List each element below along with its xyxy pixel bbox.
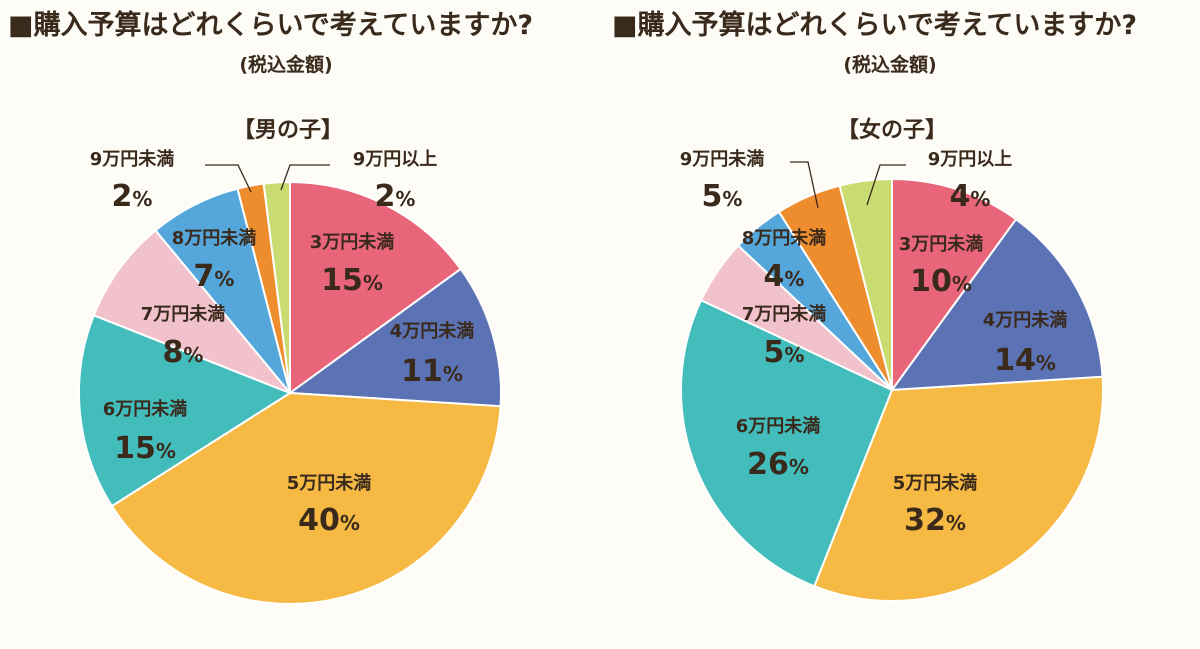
slice-label-boys-2: 4万円未満: [390, 320, 475, 342]
pie-slice-girls-4: [680, 298, 894, 588]
slice-value-girls-3: 32%: [904, 503, 966, 538]
slice-label-boys-3: 5万円未満: [287, 472, 372, 494]
pie-slice-boys-3: [110, 391, 502, 605]
pie-slice-girls-3: [813, 375, 1104, 602]
slice-label-boys-1: 3万円未満: [310, 231, 395, 253]
slice-label-girls-0: 9万円以上: [928, 149, 1013, 170]
pie-slice-boys-5: [92, 229, 291, 394]
pie-slice-boys-2: [287, 267, 502, 408]
slice-label-girls-1: 3万円未満: [899, 233, 984, 255]
slice-label-girls-5: 7万円未満: [742, 303, 827, 325]
slice-value-boys-7: 2%: [112, 179, 153, 214]
pie-slice-girls-7: [777, 184, 893, 391]
pie-chart-girls: 9万円以上 4% 3万円未満 10% 4万円未満 14% 5万円未満 32% 6万円未満 26% 7…: [680, 148, 1104, 602]
slice-value-boys-6: 7%: [194, 259, 235, 294]
slice-label-boys-4: 6万円未満: [103, 398, 188, 420]
slice-label-girls-2: 4万円未満: [983, 309, 1068, 331]
slice-label-boys-7: 9万円未満: [90, 148, 175, 170]
slice-label-girls-3: 5万円未満: [893, 472, 978, 494]
chart-subtitle-left: (税込金額): [239, 53, 332, 76]
slice-value-boys-4: 15%: [114, 431, 176, 466]
slice-value-girls-6: 4%: [764, 259, 805, 294]
chart-subtitle-right: (税込金額): [843, 53, 936, 76]
chart-title-left: ■購入予算はどれくらいで考えていますか?: [8, 9, 533, 41]
pie-slice-boys-1: [289, 180, 463, 395]
slice-value-boys-3: 40%: [298, 503, 360, 538]
slice-label-boys-5: 7万円未満: [141, 303, 226, 325]
slice-label-girls-4: 6万円未満: [736, 415, 821, 437]
leader-line-girls-7: [790, 161, 819, 209]
slice-value-girls-2: 14%: [994, 343, 1056, 378]
pie-slice-girls-1: [891, 177, 1018, 394]
slice-value-boys-1: 15%: [321, 263, 383, 298]
pie-slice-boys-7: [236, 182, 291, 394]
group-label-girls: 【女の子】: [837, 117, 947, 143]
pie-chart-boys: 9万円以上 2% 3万円未満 15% 4万円未満 11% 5万円未満 40% 6万円未満 15% 7…: [78, 148, 502, 605]
slice-label-boys-6: 8万円未満: [172, 227, 257, 249]
slice-label-girls-7: 9万円未満: [680, 148, 765, 170]
pie-slice-boys-4: [78, 314, 293, 508]
slice-value-girls-4: 26%: [747, 447, 809, 482]
slice-value-girls-7: 5%: [702, 179, 743, 214]
chart-title-right: ■購入予算はどれくらいで考えていますか?: [612, 9, 1137, 41]
leader-line-boys-7: [205, 164, 252, 193]
slice-label-boys-0: 9万円以上: [353, 149, 438, 170]
slice-value-girls-1: 10%: [910, 264, 972, 299]
slice-value-boys-0: 2%: [375, 179, 416, 214]
leader-line-boys-0: [280, 164, 330, 191]
slice-value-girls-0: 4%: [950, 179, 991, 214]
slice-value-girls-5: 5%: [764, 335, 805, 370]
slice-value-boys-2: 11%: [401, 354, 463, 389]
slice-value-boys-5: 8%: [163, 335, 204, 370]
group-label-boys: 【男の子】: [233, 118, 343, 143]
slice-label-girls-6: 8万円未満: [742, 227, 827, 249]
leader-line-girls-0: [866, 164, 906, 206]
pie-slice-girls-2: [889, 217, 1104, 392]
